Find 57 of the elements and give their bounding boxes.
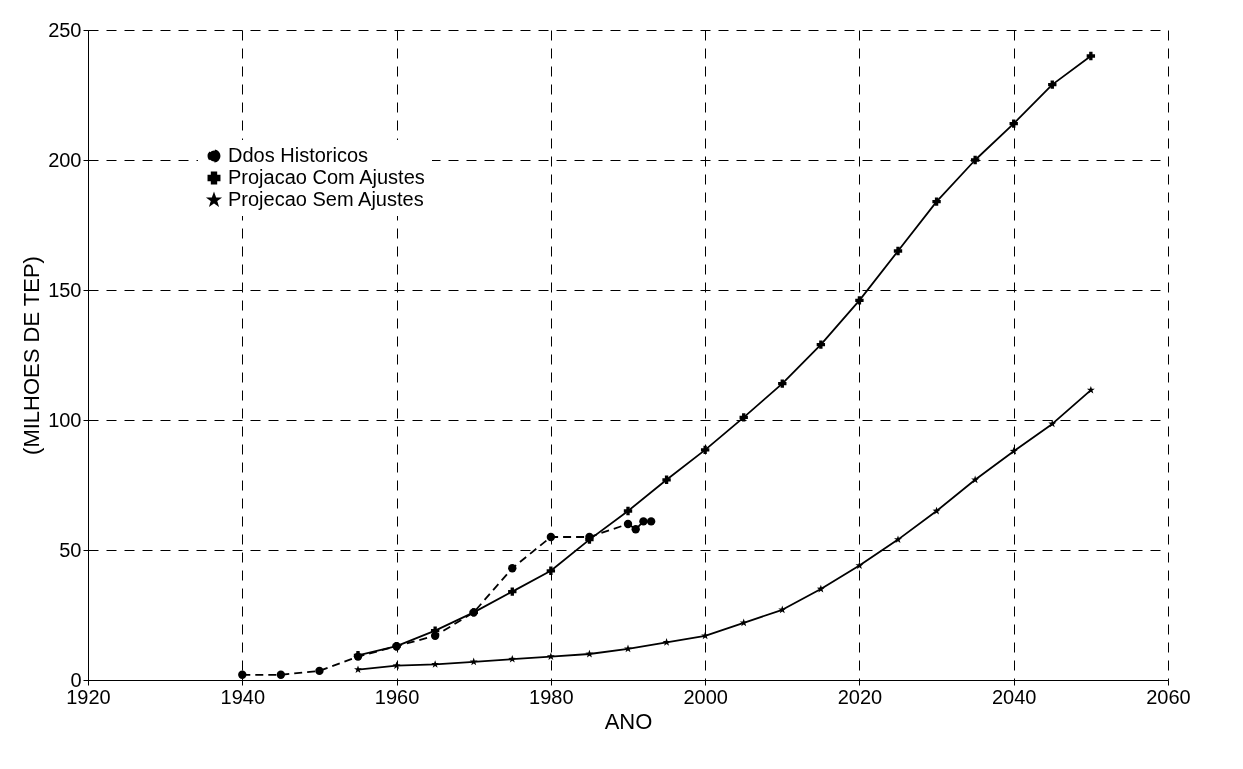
x-tick-label: 2060 <box>1146 685 1191 708</box>
point <box>508 564 517 573</box>
point <box>392 661 401 670</box>
point <box>276 670 286 679</box>
point <box>1086 51 1096 61</box>
legend-label: Projecao Sem Ajustes <box>228 188 424 210</box>
y-axis-title: (MILHOES DE TEP) <box>19 256 45 455</box>
point <box>662 475 671 484</box>
x-tick-label: 1940 <box>220 685 266 708</box>
y-tick-label: 0 <box>70 668 82 691</box>
point <box>639 517 648 526</box>
point <box>778 605 787 614</box>
x-tick-label: 2020 <box>837 685 883 708</box>
point <box>739 413 748 422</box>
point <box>646 517 656 526</box>
point <box>623 506 633 516</box>
point <box>315 666 324 676</box>
point <box>354 665 362 673</box>
point <box>1009 119 1018 128</box>
point <box>623 519 633 529</box>
x-tick-label: 1980 <box>529 685 574 708</box>
point <box>546 532 556 542</box>
point <box>624 644 632 653</box>
point <box>631 525 640 534</box>
point <box>971 475 980 484</box>
point <box>1086 385 1095 394</box>
point <box>508 655 517 663</box>
point <box>700 445 710 455</box>
y-tick-label: 50 <box>59 538 82 561</box>
point <box>238 670 247 679</box>
point <box>1048 80 1057 89</box>
point <box>469 657 478 666</box>
point <box>970 155 980 165</box>
point <box>1009 447 1018 455</box>
point <box>855 296 864 305</box>
x-tick-label: 2040 <box>991 685 1037 708</box>
point <box>932 197 941 206</box>
y-tick-label: 150 <box>48 278 82 301</box>
point <box>778 379 787 388</box>
x-tick-label: 2000 <box>683 685 728 708</box>
point <box>855 561 864 569</box>
point <box>894 535 902 543</box>
point <box>431 660 440 668</box>
y-tick-label: 100 <box>48 408 82 431</box>
y-tick-label: 250 <box>48 18 82 41</box>
point <box>816 340 826 349</box>
legend-label: Projacao Com Ajustes <box>228 166 425 188</box>
y-tick-label: 200 <box>48 148 82 171</box>
x-axis-title: ANO <box>604 708 653 734</box>
point <box>739 618 748 627</box>
point <box>893 246 903 256</box>
point <box>430 631 440 640</box>
point <box>546 566 556 575</box>
point <box>508 587 517 596</box>
legend-label: Ddos Historicos <box>228 144 369 166</box>
point <box>546 652 555 660</box>
x-tick-label: 1960 <box>374 685 420 708</box>
